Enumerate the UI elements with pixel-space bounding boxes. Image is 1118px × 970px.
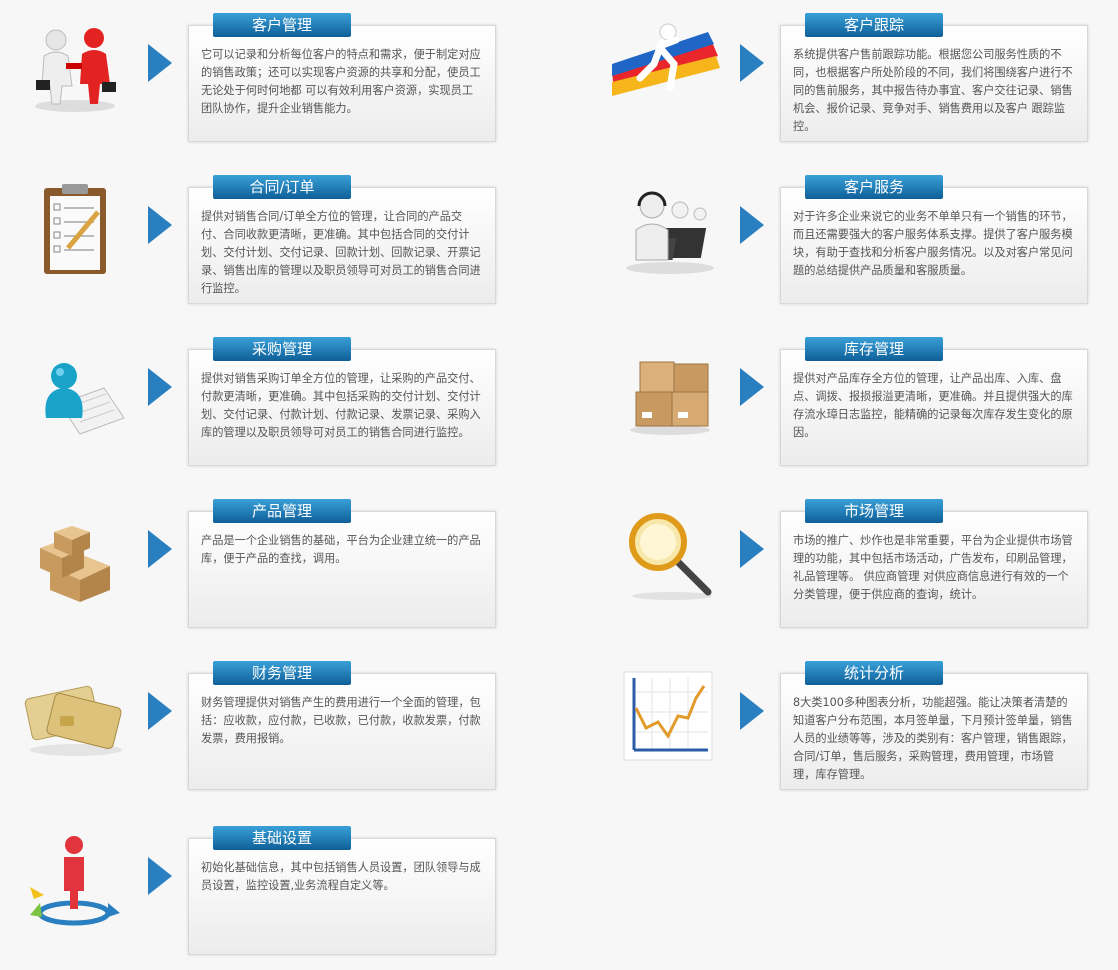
module-title[interactable]: 市场管理 [805, 499, 943, 523]
arrow-icon [148, 857, 172, 895]
module-customer-tracking: 客户跟踪 系统提供客户售前跟踪功能。根据您公司服务性质的不同，也根据客户所处阶段… [602, 0, 1118, 142]
module-description: 初始化基础信息，其中包括销售人员设置，团队领导与成员设置，监控设置,业务流程自定… [201, 861, 481, 892]
module-card: 基础设置 初始化基础信息，其中包括销售人员设置，团队领导与成员设置，监控设置,业… [188, 826, 496, 955]
module-title[interactable]: 客户管理 [213, 13, 351, 37]
arrow-icon [740, 692, 764, 730]
module-customer-service: 客户服务 对于许多企业来说它的业务不单单只有一个销售的环节，而且还需要强大的客户… [602, 162, 1118, 304]
module-description: 系统提供客户售前跟踪功能。根据您公司服务性质的不同，也根据客户所处阶段的不同，我… [793, 48, 1073, 133]
module-purchase-management: 采购管理 提供对销售采购订单全方位的管理，让采购的产品交付、付款更清晰，更准确。… [10, 324, 570, 466]
module-card: 客户跟踪 系统提供客户售前跟踪功能。根据您公司服务性质的不同，也根据客户所处阶段… [780, 13, 1088, 142]
clipboard-icon [20, 172, 130, 282]
module-card: 客户服务 对于许多企业来说它的业务不单单只有一个销售的环节，而且还需要强大的客户… [780, 175, 1088, 304]
module-description: 市场的推广、炒作也是非常重要，平台为企业提供市场管理的功能，其中包括市场活动，广… [793, 534, 1073, 601]
module-finance-management: 财务管理 财务管理提供对销售产生的费用进行一个全面的管理，包括：应收款，应付款，… [10, 648, 570, 790]
arrow-icon [148, 206, 172, 244]
product-boxes-icon [20, 496, 130, 606]
module-card: 采购管理 提供对销售采购订单全方位的管理，让采购的产品交付、付款更清晰，更准确。… [188, 337, 496, 466]
arrow-icon [148, 692, 172, 730]
module-card: 产品管理 产品是一个企业销售的基础，平台为企业建立统一的产品库，便于产品的查找，… [188, 499, 496, 628]
module-inventory-management: 库存管理 提供对产品库存全方位的管理，让产品出库、入库、盘点、调拨、报损报溢更清… [602, 324, 1118, 466]
inventory-boxes-icon [612, 334, 722, 444]
settings-person-icon [20, 823, 130, 933]
module-statistical-analysis: 统计分析 8大类100多种图表分析，功能超强。能让决策者清楚的知道客户分布范围，… [602, 648, 1118, 790]
purchase-icon [20, 334, 130, 444]
module-description: 财务管理提供对销售产生的费用进行一个全面的管理，包括：应收款，应付款，已收款，已… [201, 696, 481, 745]
module-description: 提供对销售采购订单全方位的管理，让采购的产品交付、付款更清晰，更准确。其中包括采… [201, 372, 481, 439]
module-title[interactable]: 统计分析 [805, 661, 943, 685]
module-card: 市场管理 市场的推广、炒作也是非常重要，平台为企业提供市场管理的功能，其中包括市… [780, 499, 1088, 628]
module-description: 8大类100多种图表分析，功能超强。能让决策者清楚的知道客户分布范围，本月签单量… [793, 696, 1073, 781]
module-card: 客户管理 它可以记录和分析每位客户的特点和需求，便于制定对应的销售政策；还可以实… [188, 13, 496, 142]
headset-service-icon [612, 172, 722, 282]
line-chart-icon [612, 658, 722, 768]
arrow-icon [740, 530, 764, 568]
module-title[interactable]: 财务管理 [213, 661, 351, 685]
module-customer-management: 客户管理 它可以记录和分析每位客户的特点和需求，便于制定对应的销售政策；还可以实… [10, 0, 570, 142]
module-title[interactable]: 客户跟踪 [805, 13, 943, 37]
arrow-icon [148, 530, 172, 568]
module-description: 它可以记录和分析每位客户的特点和需求，便于制定对应的销售政策；还可以实现客户资源… [201, 48, 481, 115]
module-card: 合同/订单 提供对销售合同/订单全方位的管理，让合同的产品交付、合同收款更清晰，… [188, 175, 496, 304]
arrow-icon [148, 368, 172, 406]
module-title[interactable]: 合同/订单 [213, 175, 351, 199]
arrow-icon [740, 368, 764, 406]
handshake-icon [20, 10, 130, 120]
module-contract-order: 合同/订单 提供对销售合同/订单全方位的管理，让合同的产品交付、合同收款更清晰，… [10, 162, 570, 304]
module-product-management: 产品管理 产品是一个企业销售的基础，平台为企业建立统一的产品库，便于产品的查找，… [10, 486, 570, 628]
module-title[interactable]: 基础设置 [213, 826, 351, 850]
magnifier-icon [612, 496, 722, 606]
module-title[interactable]: 产品管理 [213, 499, 351, 523]
module-description: 提供对产品库存全方位的管理，让产品出库、入库、盘点、调拨、报损报溢更清晰，更准确… [793, 372, 1073, 439]
module-title[interactable]: 采购管理 [213, 337, 351, 361]
module-title[interactable]: 库存管理 [805, 337, 943, 361]
module-basic-settings: 基础设置 初始化基础信息，其中包括销售人员设置，团队领导与成员设置，监控设置,业… [10, 813, 570, 955]
arrow-icon [148, 44, 172, 82]
arrow-icon [740, 44, 764, 82]
module-market-management: 市场管理 市场的推广、炒作也是非常重要，平台为企业提供市场管理的功能，其中包括市… [602, 486, 1118, 628]
module-card: 库存管理 提供对产品库存全方位的管理，让产品出库、入库、盘点、调拨、报损报溢更清… [780, 337, 1088, 466]
module-title[interactable]: 客户服务 [805, 175, 943, 199]
module-description: 产品是一个企业销售的基础，平台为企业建立统一的产品库，便于产品的查找，调用。 [201, 534, 481, 565]
module-description: 提供对销售合同/订单全方位的管理，让合同的产品交付、合同收款更清晰，更准确。其中… [201, 210, 481, 295]
arrow-icon [740, 206, 764, 244]
module-card: 财务管理 财务管理提供对销售产生的费用进行一个全面的管理，包括：应收款，应付款，… [188, 661, 496, 790]
module-card: 统计分析 8大类100多种图表分析，功能超强。能让决策者清楚的知道客户分布范围，… [780, 661, 1088, 790]
credit-cards-icon [20, 658, 130, 768]
running-man-icon [612, 10, 722, 120]
module-description: 对于许多企业来说它的业务不单单只有一个销售的环节，而且还需要强大的客户服务体系支… [793, 210, 1073, 277]
